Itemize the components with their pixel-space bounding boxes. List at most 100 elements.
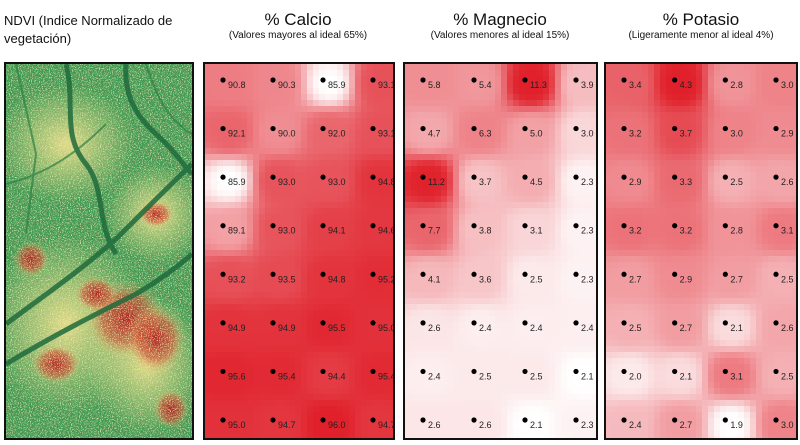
sample-value-label: 11.2 xyxy=(428,177,445,187)
sample-point xyxy=(722,223,728,229)
magnecio-map: 5.8 5.4 11.3 3.9 4.7 6.3 5.0 3.0 11.2 3.7 4.5 2.3 7.… xyxy=(403,62,598,440)
sample-point xyxy=(573,368,579,375)
sample-value-label: 2.4 xyxy=(629,420,642,430)
sample-value-label: 2.8 xyxy=(730,80,743,90)
sample-point xyxy=(773,368,779,375)
sample-value-label: 6.3 xyxy=(479,129,492,139)
sample-point xyxy=(522,271,528,277)
sample-value-label: 89.1 xyxy=(228,226,246,236)
sample-point xyxy=(471,223,477,229)
sample-value-label: 3.0 xyxy=(781,80,794,90)
sample-point xyxy=(220,320,226,326)
sample-value-label: 3.1 xyxy=(530,226,543,236)
sample-point xyxy=(320,368,326,375)
calcio-map: 90.8 90.3 85.9 93.1 92.1 90.0 92.0 93.1 85.9 93.0… xyxy=(203,62,395,440)
sample-point xyxy=(220,223,226,229)
sample-point xyxy=(522,174,528,180)
sample-point xyxy=(471,417,477,423)
sample-point xyxy=(370,417,376,423)
magnecio-subtitle: (Valores menores al ideal 15%) xyxy=(430,30,570,41)
sample-point xyxy=(220,125,226,132)
sample-point xyxy=(722,174,728,180)
sample-value-label: 2.7 xyxy=(680,323,693,333)
sample-value-label: 2.7 xyxy=(730,274,743,284)
sample-point xyxy=(672,223,678,229)
sample-value-label: 2.9 xyxy=(629,177,642,187)
calcio-heatmap: 90.8 90.3 85.9 93.1 92.1 90.0 92.0 93.1 85.9 93.0… xyxy=(205,64,393,438)
sample-value-label: 92.1 xyxy=(228,129,246,139)
sample-value-label: 3.0 xyxy=(581,129,594,139)
sample-value-label: 2.3 xyxy=(581,420,594,430)
sample-point xyxy=(621,77,627,83)
ndvi-raster xyxy=(6,64,192,438)
sample-point xyxy=(722,271,728,277)
sample-point xyxy=(370,223,376,229)
sample-point xyxy=(522,77,528,83)
panel-title-magnecio: % Magnecio (Valores menores al ideal 15%… xyxy=(403,10,597,42)
sample-value-label: 94.1 xyxy=(328,226,346,236)
sample-point xyxy=(522,320,528,326)
sample-value-label: 93.0 xyxy=(328,177,346,187)
calcio-subtitle: (Valores mayores al ideal 65%) xyxy=(228,30,368,41)
sample-value-label: 2.9 xyxy=(781,129,794,139)
sample-value-label: 93.0 xyxy=(278,226,296,236)
ndvi-title: NDVI (Indice Normalizado de vegetación) xyxy=(4,13,173,46)
sample-value-label: 7.7 xyxy=(428,226,441,236)
sample-value-label: 3.6 xyxy=(479,274,492,284)
panel-title-potasio: % Potasio (Ligeramente menor al ideal 4%… xyxy=(604,10,798,42)
sample-value-label: 2.6 xyxy=(428,323,441,333)
sample-value-label: 11.3 xyxy=(530,80,547,90)
sample-point xyxy=(573,223,579,229)
sample-point xyxy=(471,320,477,326)
sample-point xyxy=(270,223,276,229)
sample-point xyxy=(270,77,276,83)
sample-point xyxy=(320,223,326,229)
sample-value-label: 5.0 xyxy=(530,129,543,139)
sample-point xyxy=(573,271,579,277)
sample-value-label: 2.7 xyxy=(680,420,693,430)
sample-value-label: 92.0 xyxy=(328,129,346,139)
sample-value-label: 2.4 xyxy=(428,371,441,381)
sample-value-label: 90.3 xyxy=(278,80,296,90)
sample-value-label: 2.1 xyxy=(680,371,693,381)
sample-point xyxy=(471,174,477,180)
sample-point xyxy=(370,125,376,132)
sample-value-label: 94.6 xyxy=(378,226,393,236)
sample-point xyxy=(573,77,579,83)
sample-value-label: 3.1 xyxy=(730,371,743,381)
sample-value-label: 95.0 xyxy=(378,323,393,333)
sample-value-label: 4.1 xyxy=(428,274,441,284)
sample-value-label: 2.5 xyxy=(781,274,794,284)
sample-point xyxy=(773,417,779,423)
sample-point xyxy=(672,125,678,132)
sample-value-label: 3.3 xyxy=(680,177,693,187)
sample-value-label: 3.0 xyxy=(781,420,794,430)
sample-value-label: 2.5 xyxy=(730,177,743,187)
panel-title-calcio: % Calcio (Valores mayores al ideal 65%) xyxy=(203,10,393,42)
sample-value-label: 3.8 xyxy=(479,226,492,236)
sample-point xyxy=(370,320,376,326)
sample-point xyxy=(773,271,779,277)
sample-point xyxy=(773,125,779,132)
sample-point xyxy=(420,125,426,132)
sample-point xyxy=(270,417,276,423)
sample-value-label: 3.1 xyxy=(781,226,794,236)
sample-value-label: 3.7 xyxy=(479,177,492,187)
sample-value-label: 2.4 xyxy=(530,323,543,333)
sample-value-label: 94.7 xyxy=(278,420,296,430)
sample-value-label: 2.5 xyxy=(479,371,492,381)
sample-value-label: 95.6 xyxy=(228,371,246,381)
sample-value-label: 2.6 xyxy=(479,420,492,430)
sample-point xyxy=(573,320,579,326)
sample-point xyxy=(773,223,779,229)
sample-value-label: 94.4 xyxy=(328,371,346,381)
sample-point xyxy=(370,271,376,277)
sample-point xyxy=(773,174,779,180)
sample-value-label: 2.6 xyxy=(781,323,794,333)
potasio-heatmap: 3.4 4.3 2.8 3.0 3.2 3.7 3.0 2.9 2.9 3.3 2.5 2.6 3.2 3… xyxy=(606,64,796,438)
sample-point xyxy=(621,320,627,326)
sample-value-label: 3.2 xyxy=(629,226,642,236)
sample-point xyxy=(270,368,276,375)
sample-value-label: 94.8 xyxy=(378,177,393,187)
sample-point xyxy=(320,417,326,423)
